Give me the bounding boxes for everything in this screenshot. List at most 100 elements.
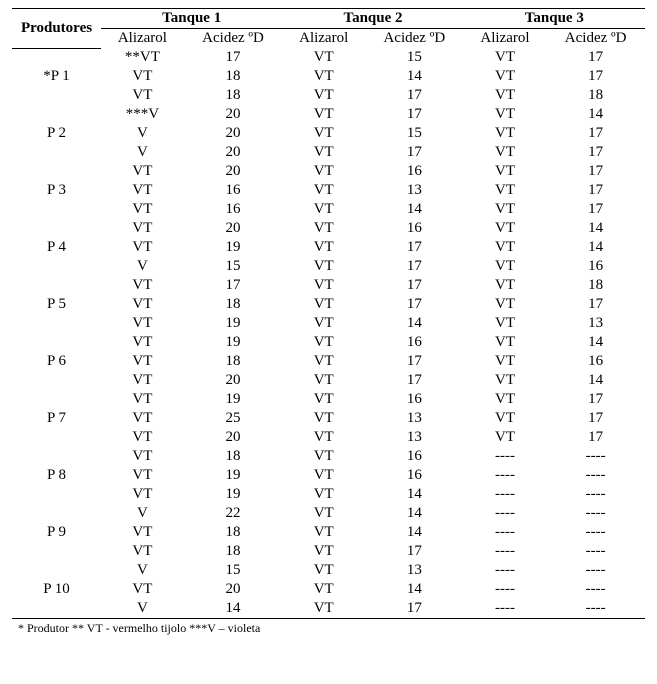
value-cell: VT bbox=[464, 86, 547, 105]
value-cell: VT bbox=[464, 143, 547, 162]
table-row: VT20VT16VT14 bbox=[12, 219, 645, 238]
value-cell: VT bbox=[464, 409, 547, 428]
value-cell: 17 bbox=[365, 143, 464, 162]
producer-cell: P 8 bbox=[12, 466, 101, 485]
table-row: P 7VT25VT13VT17 bbox=[12, 409, 645, 428]
value-cell: VT bbox=[282, 67, 365, 86]
producer-cell bbox=[12, 371, 101, 390]
producer-cell bbox=[12, 333, 101, 352]
value-cell: VT bbox=[101, 409, 184, 428]
value-cell: VT bbox=[101, 238, 184, 257]
value-cell: V bbox=[101, 599, 184, 619]
col-tank1: Tanque 1 bbox=[101, 9, 282, 29]
table-row: P 2V20VT15VT17 bbox=[12, 124, 645, 143]
value-cell: 20 bbox=[184, 124, 283, 143]
value-cell: 17 bbox=[546, 295, 645, 314]
value-cell: VT bbox=[282, 447, 365, 466]
value-cell: VT bbox=[101, 219, 184, 238]
value-cell: VT bbox=[101, 200, 184, 219]
table-row: VT19VT16VT14 bbox=[12, 333, 645, 352]
value-cell: VT bbox=[464, 314, 547, 333]
value-cell: VT bbox=[282, 314, 365, 333]
value-cell: 17 bbox=[365, 276, 464, 295]
col-t3-acidez: Acidez ºD bbox=[546, 29, 645, 49]
col-tank3: Tanque 3 bbox=[464, 9, 645, 29]
value-cell: VT bbox=[282, 200, 365, 219]
value-cell: 14 bbox=[546, 333, 645, 352]
col-producer: Produtores bbox=[12, 9, 101, 49]
value-cell: 18 bbox=[184, 352, 283, 371]
value-cell: ---- bbox=[546, 523, 645, 542]
value-cell: 18 bbox=[184, 86, 283, 105]
table-row: P 6VT18VT17VT16 bbox=[12, 352, 645, 371]
value-cell: VT bbox=[282, 352, 365, 371]
value-cell: 14 bbox=[546, 219, 645, 238]
value-cell: VT bbox=[101, 580, 184, 599]
producer-cell: P 5 bbox=[12, 295, 101, 314]
producer-cell bbox=[12, 143, 101, 162]
value-cell: 14 bbox=[546, 238, 645, 257]
value-cell: VT bbox=[464, 105, 547, 124]
value-cell: VT bbox=[101, 295, 184, 314]
value-cell: VT bbox=[282, 162, 365, 181]
value-cell: 20 bbox=[184, 143, 283, 162]
table-row: P 8VT19VT16-------- bbox=[12, 466, 645, 485]
value-cell: ---- bbox=[546, 504, 645, 523]
value-cell: VT bbox=[282, 105, 365, 124]
value-cell: VT bbox=[464, 371, 547, 390]
table-row: P 9VT18VT14-------- bbox=[12, 523, 645, 542]
value-cell: ---- bbox=[546, 561, 645, 580]
value-cell: VT bbox=[282, 485, 365, 504]
value-cell: VT bbox=[464, 48, 547, 67]
value-cell: ---- bbox=[464, 542, 547, 561]
producer-cell bbox=[12, 542, 101, 561]
col-t3-alizarol: Alizarol bbox=[464, 29, 547, 49]
value-cell: VT bbox=[282, 219, 365, 238]
value-cell: 19 bbox=[184, 485, 283, 504]
value-cell: 16 bbox=[365, 466, 464, 485]
value-cell: 17 bbox=[546, 428, 645, 447]
producer-cell bbox=[12, 504, 101, 523]
value-cell: 16 bbox=[365, 219, 464, 238]
value-cell: ---- bbox=[464, 561, 547, 580]
value-cell: VT bbox=[282, 371, 365, 390]
value-cell: VT bbox=[101, 314, 184, 333]
value-cell: 17 bbox=[184, 48, 283, 67]
table-row: VT18VT17VT18 bbox=[12, 86, 645, 105]
value-cell: 20 bbox=[184, 105, 283, 124]
producer-cell bbox=[12, 447, 101, 466]
producer-cell: P 9 bbox=[12, 523, 101, 542]
value-cell: 14 bbox=[365, 523, 464, 542]
producer-cell bbox=[12, 561, 101, 580]
col-tank2: Tanque 2 bbox=[282, 9, 463, 29]
value-cell: VT bbox=[464, 276, 547, 295]
value-cell: 17 bbox=[365, 86, 464, 105]
value-cell: 18 bbox=[546, 86, 645, 105]
value-cell: VT bbox=[101, 352, 184, 371]
col-t1-alizarol: Alizarol bbox=[101, 29, 184, 49]
col-t1-acidez: Acidez ºD bbox=[184, 29, 283, 49]
producer-cell bbox=[12, 390, 101, 409]
value-cell: VT bbox=[464, 124, 547, 143]
value-cell: ---- bbox=[464, 447, 547, 466]
value-cell: 17 bbox=[546, 409, 645, 428]
producer-cell: P 3 bbox=[12, 181, 101, 200]
value-cell: 15 bbox=[184, 561, 283, 580]
producer-cell bbox=[12, 428, 101, 447]
value-cell: V bbox=[101, 143, 184, 162]
table-row: V20VT17VT17 bbox=[12, 143, 645, 162]
producer-cell: P 7 bbox=[12, 409, 101, 428]
value-cell: VT bbox=[282, 86, 365, 105]
value-cell: ---- bbox=[546, 599, 645, 619]
table-row: VT19VT14-------- bbox=[12, 485, 645, 504]
value-cell: VT bbox=[282, 390, 365, 409]
value-cell: 17 bbox=[365, 105, 464, 124]
value-cell: VT bbox=[464, 238, 547, 257]
value-cell: ---- bbox=[464, 466, 547, 485]
value-cell: VT bbox=[282, 143, 365, 162]
value-cell: V bbox=[101, 257, 184, 276]
table-row: VT20VT17VT14 bbox=[12, 371, 645, 390]
value-cell: ---- bbox=[546, 485, 645, 504]
value-cell: ---- bbox=[546, 447, 645, 466]
table-row: P 4VT19VT17VT14 bbox=[12, 238, 645, 257]
